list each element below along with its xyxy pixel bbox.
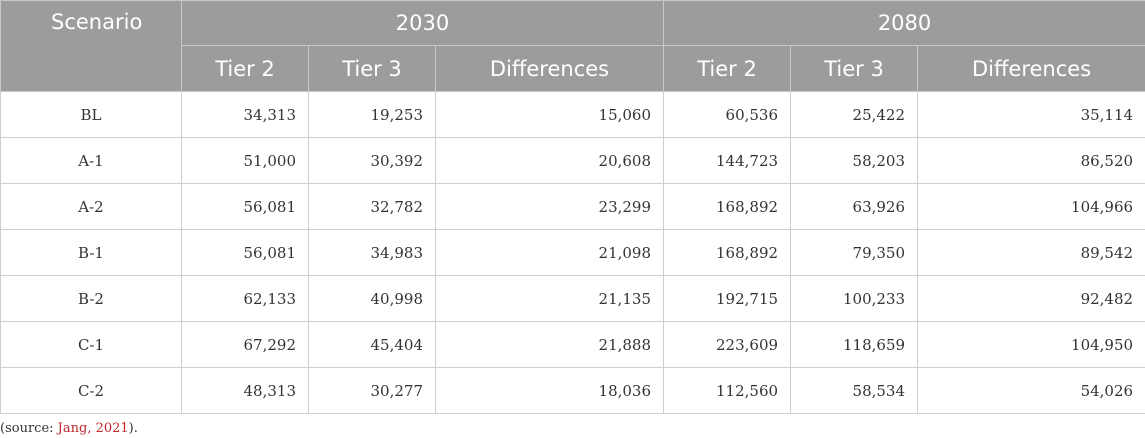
cell-value: 21,135 — [434, 275, 665, 322]
cell-value: 51,000 — [181, 137, 309, 184]
cell-value: 118,659 — [790, 321, 919, 368]
cell-scenario: A-2 — [0, 183, 182, 230]
table-row: BL 34,313 19,253 15,060 60,536 25,422 35… — [0, 91, 1145, 138]
cell-value: 18,036 — [434, 367, 665, 414]
cell-scenario: C-1 — [0, 321, 182, 368]
cell-value: 192,715 — [663, 275, 792, 322]
cell-scenario: BL — [0, 91, 182, 138]
cell-value: 168,892 — [663, 229, 792, 276]
cell-value: 58,534 — [790, 367, 919, 414]
cell-value: 79,350 — [790, 229, 919, 276]
header-tier3-2030: Tier 3 — [308, 45, 436, 92]
cell-value: 56,081 — [181, 183, 309, 230]
cell-scenario: B-2 — [0, 275, 182, 322]
cell-value: 40,998 — [308, 275, 436, 322]
cell-value: 100,233 — [790, 275, 919, 322]
cell-value: 19,253 — [308, 91, 436, 138]
cell-scenario: C-2 — [0, 367, 182, 414]
header-tier3-2080: Tier 3 — [790, 45, 919, 92]
source-note: (source: Jang, 2021). — [0, 421, 138, 436]
cell-value: 89,542 — [917, 229, 1145, 276]
header-tier2-2080: Tier 2 — [663, 45, 792, 92]
header-differences-2080: Differences — [917, 45, 1145, 92]
table-row: C-2 48,313 30,277 18,036 112,560 58,534 … — [0, 367, 1145, 414]
source-reference-link[interactable]: Jang, 2021 — [57, 421, 129, 436]
cell-value: 48,313 — [181, 367, 309, 414]
cell-value: 54,026 — [917, 367, 1145, 414]
cell-value: 112,560 — [663, 367, 792, 414]
cell-value: 104,950 — [917, 321, 1145, 368]
cell-value: 168,892 — [663, 183, 792, 230]
table-row: B-2 62,133 40,998 21,135 192,715 100,233… — [0, 275, 1145, 322]
cell-value: 23,299 — [434, 183, 665, 230]
cell-value: 223,609 — [663, 321, 792, 368]
cell-value: 32,782 — [308, 183, 436, 230]
header-row-years: Scenario 2030 2080 — [0, 0, 1145, 92]
table-row: A-1 51,000 30,392 20,608 144,723 58,203 … — [0, 137, 1145, 184]
cell-value: 45,404 — [308, 321, 436, 368]
table-row: A-2 56,081 32,782 23,299 168,892 63,926 … — [0, 183, 1145, 230]
cell-value: 21,098 — [434, 229, 665, 276]
header-year-2080: 2080 — [663, 0, 1145, 46]
header-scenario: Scenario — [0, 0, 182, 92]
table-row: C-1 67,292 45,404 21,888 223,609 118,659… — [0, 321, 1145, 368]
cell-value: 34,313 — [181, 91, 309, 138]
cell-value: 21,888 — [434, 321, 665, 368]
cell-value: 86,520 — [917, 137, 1145, 184]
cell-value: 104,966 — [917, 183, 1145, 230]
cell-value: 20,608 — [434, 137, 665, 184]
cell-value: 30,392 — [308, 137, 436, 184]
cell-value: 25,422 — [790, 91, 919, 138]
cell-scenario: B-1 — [0, 229, 182, 276]
header-differences-2030: Differences — [434, 45, 665, 92]
cell-value: 62,133 — [181, 275, 309, 322]
cell-value: 60,536 — [663, 91, 792, 138]
cell-value: 35,114 — [917, 91, 1145, 138]
cell-value: 30,277 — [308, 367, 436, 414]
cell-scenario: A-1 — [0, 137, 182, 184]
cell-value: 15,060 — [434, 91, 665, 138]
source-prefix: (source: — [0, 421, 58, 436]
cell-value: 144,723 — [663, 137, 792, 184]
cell-value: 58,203 — [790, 137, 919, 184]
source-suffix: ). — [128, 421, 138, 436]
data-table: Scenario 2030 2080 Tier 2 Tier 3 Differe… — [0, 0, 1145, 414]
header-year-2030: 2030 — [180, 0, 665, 46]
cell-value: 92,482 — [917, 275, 1145, 322]
cell-value: 63,926 — [790, 183, 919, 230]
cell-value: 67,292 — [181, 321, 309, 368]
header-tier2-2030: Tier 2 — [181, 45, 309, 92]
table-row: B-1 56,081 34,983 21,098 168,892 79,350 … — [0, 229, 1145, 276]
cell-value: 34,983 — [308, 229, 436, 276]
header-row-tiers: Tier 2 Tier 3 Differences Tier 2 Tier 3 … — [1, 45, 1145, 92]
cell-value: 56,081 — [181, 229, 309, 276]
